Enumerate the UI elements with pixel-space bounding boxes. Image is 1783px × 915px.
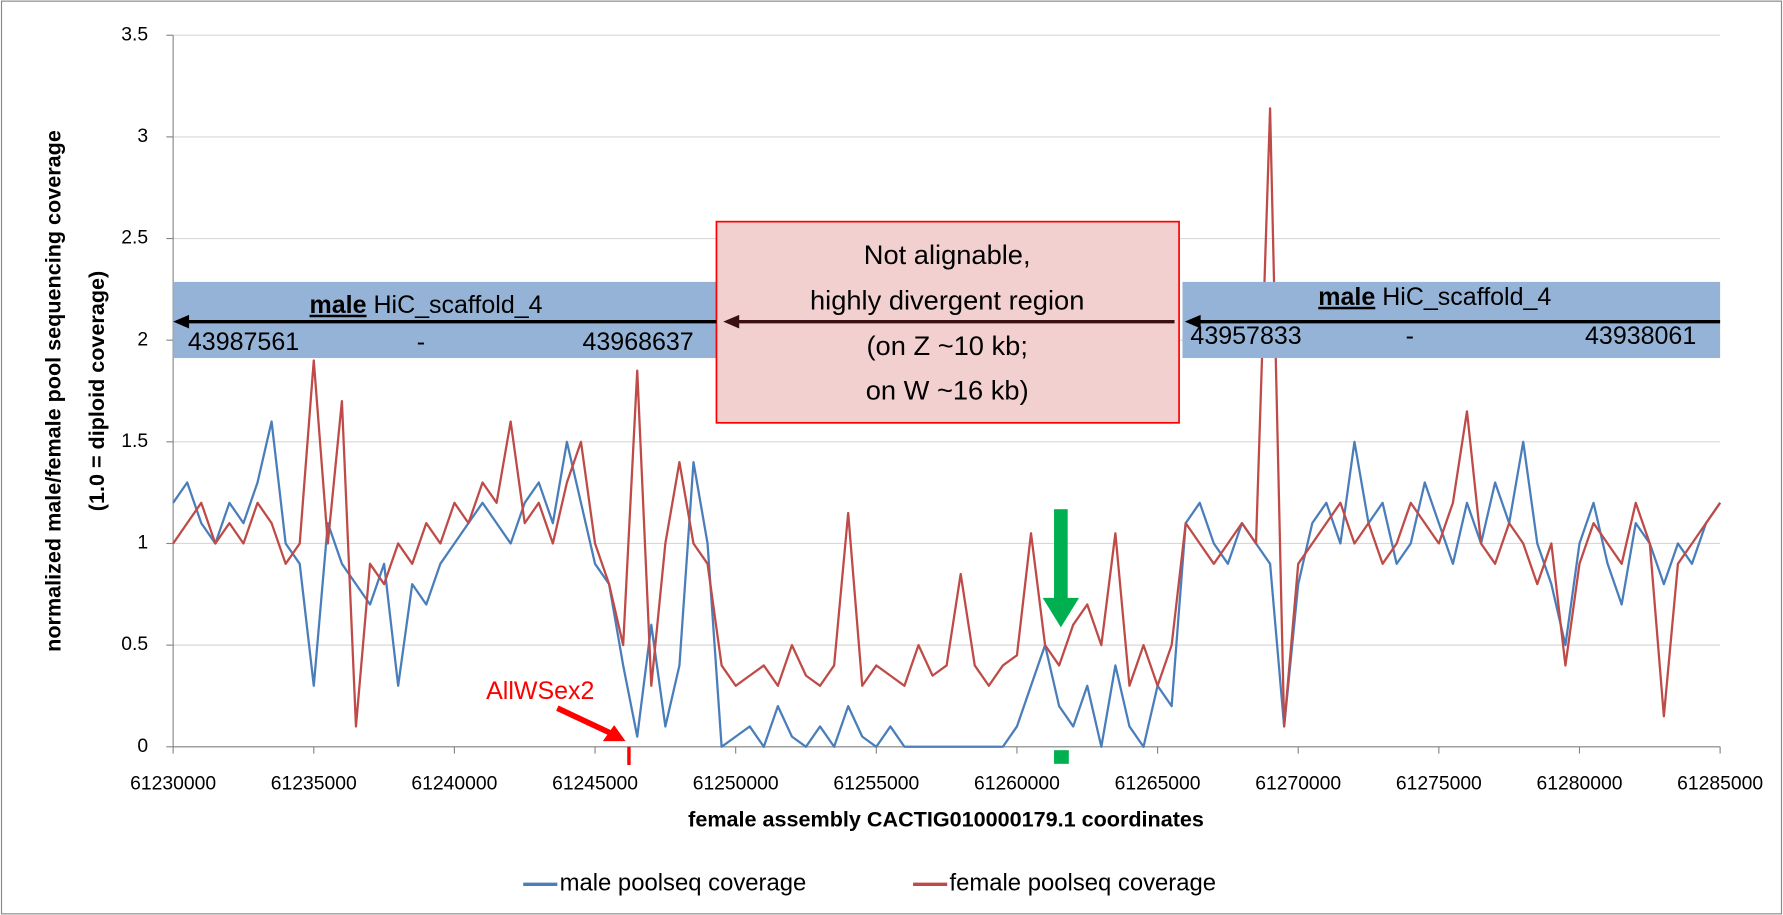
scaffold-band	[173, 281, 717, 359]
series-line	[172, 420, 1722, 748]
arrow-head	[1184, 314, 1201, 329]
annotations: male HiC_scaffold_4 43987561 - 43968637 …	[173, 220, 1721, 765]
region-text: highly divergent region	[810, 285, 1084, 316]
y-tick-label: 0.5	[121, 634, 148, 655]
scaffold-start: 43987561	[188, 328, 299, 356]
legend-label: female poolseq coverage	[949, 870, 1216, 897]
scaffold-start: 43957833	[1190, 322, 1301, 350]
scaffold-label: male HiC_scaffold_4	[310, 290, 543, 318]
marker-arrow-head	[602, 725, 626, 742]
legend-label: male poolseq coverage	[560, 870, 807, 897]
y-tick-label: 2	[137, 329, 148, 350]
y-tick-label: 3	[137, 126, 148, 147]
scaffold-end: 43968637	[582, 328, 693, 356]
x-tick-label: 61260000	[974, 773, 1060, 794]
scaffold-dash: -	[1406, 322, 1414, 350]
y-tick-label: 1.5	[121, 431, 148, 452]
x-tick-label: 61280000	[1537, 773, 1623, 794]
series-line	[172, 107, 1722, 728]
x-tick-label: 61265000	[1115, 773, 1201, 794]
scaffold-band	[1182, 281, 1721, 359]
x-tick-label: 61275000	[1396, 773, 1482, 794]
scaffold-name: HiC_scaffold_4	[1382, 282, 1551, 310]
region-text: on W ~16 kb)	[866, 374, 1029, 405]
plot-area: 0 0.5 1 1.5 2 2.5 3 3.5 61230000 61235000 61240000…	[121, 24, 1763, 794]
x-tick-label: 61230000	[130, 773, 216, 794]
y-axis-title: (1.0 = diploid coverage)	[84, 271, 109, 511]
y-tick-label: 2.5	[121, 228, 148, 249]
y-tick-label: 1	[137, 533, 148, 554]
x-tick-label: 61285000	[1677, 773, 1763, 794]
arrow-head	[173, 314, 190, 329]
green-arrow-head	[1042, 597, 1080, 628]
region-text: (on Z ~10 kb;	[866, 330, 1027, 361]
scaffold-sex: male	[1318, 282, 1375, 310]
x-tick-label: 61245000	[552, 773, 638, 794]
green-marker	[1054, 750, 1069, 764]
marker-arrow	[556, 705, 612, 736]
y-tick-label: 3.5	[121, 24, 148, 45]
x-axis-title: female assembly CACTIG010000179.1 coordi…	[688, 806, 1204, 831]
green-arrow	[1054, 509, 1068, 601]
scaffold-dash: -	[417, 328, 425, 356]
scaffold-label: male HiC_scaffold_4	[1318, 282, 1551, 310]
y-tick-label: 0	[137, 736, 148, 757]
y-axis-title: normalized male/female pool sequencing c…	[41, 130, 66, 652]
region-text: Not alignable,	[864, 239, 1031, 270]
arrow-head	[723, 314, 740, 329]
x-tick-label: 61240000	[411, 773, 497, 794]
scaffold-end: 43938061	[1585, 322, 1696, 350]
scaffold-sex: male	[310, 290, 367, 318]
x-tick-label: 61250000	[693, 773, 779, 794]
scaffold-name: HiC_scaffold_4	[373, 290, 542, 318]
x-tick-label: 61255000	[833, 773, 919, 794]
x-tick-label: 61270000	[1255, 773, 1341, 794]
marker-label: AllWSex2	[486, 677, 594, 705]
x-tick-label: 61235000	[271, 773, 357, 794]
